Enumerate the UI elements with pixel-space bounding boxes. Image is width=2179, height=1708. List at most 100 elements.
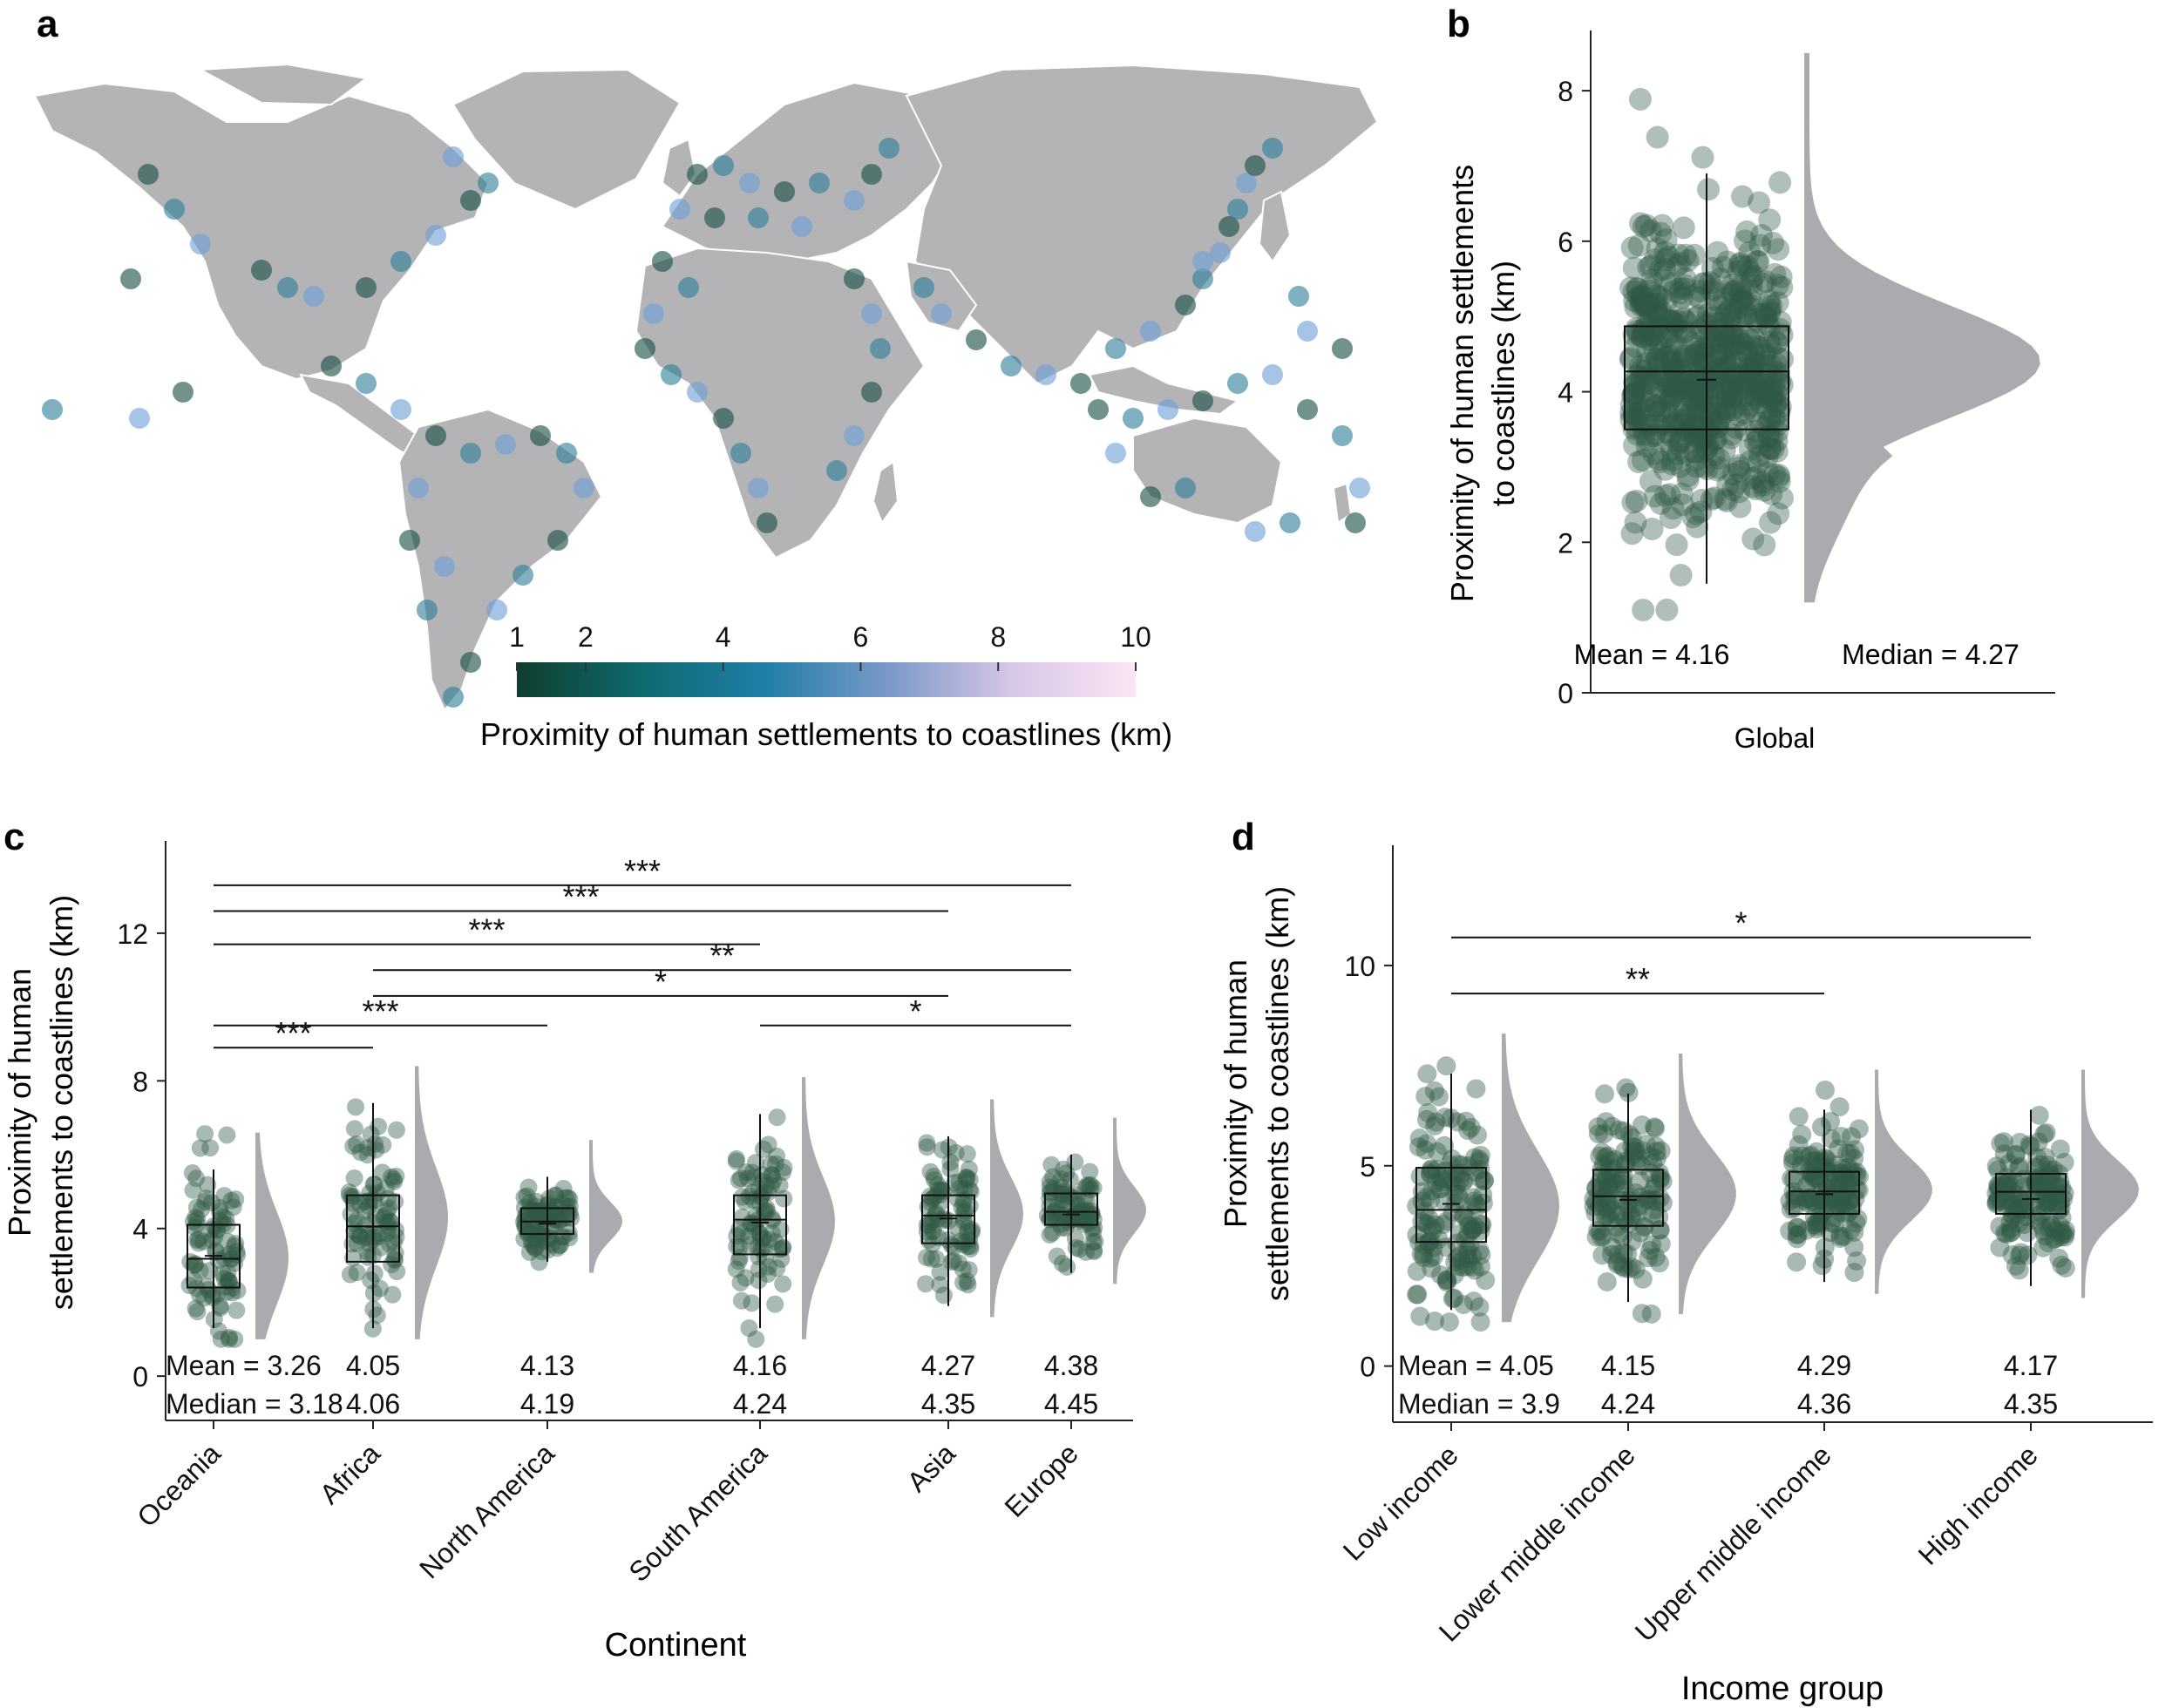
data-point [1470,1159,1490,1179]
data-point [1748,234,1772,257]
data-point [770,1176,789,1194]
mean-value-label: 4.38 [1044,1350,1098,1381]
data-point [1426,1215,1446,1235]
data-point [358,1243,377,1261]
data-point [370,1224,389,1243]
data-point [1662,372,1686,396]
data-point [1768,317,1792,341]
data-point [950,1254,968,1272]
data-point [1804,1168,1824,1188]
data-point [1842,1127,1862,1147]
data-point [1657,246,1680,269]
data-point [1427,1142,1447,1162]
data-point [1076,1190,1094,1208]
data-point [1642,442,1666,465]
data-point [1599,1176,1619,1196]
data-point [1623,383,1646,406]
data-point [1622,280,1646,303]
data-point [1630,1223,1650,1243]
settlement-point [120,268,141,289]
panel-c-letter: c [3,816,24,858]
settlement-point [635,338,655,359]
settlement-point [486,600,507,620]
data-point [1626,319,1649,342]
data-point [1760,295,1783,318]
data-point [1463,1219,1483,1239]
data-point [1721,398,1745,422]
data-point [1042,1183,1060,1201]
panel-b-median-label: Median = 4.27 [1842,639,2019,670]
data-point [1649,356,1673,380]
data-point [526,1238,545,1257]
settlement-point [390,251,411,272]
data-point [1646,1247,1666,1267]
data-point [1742,328,1766,351]
data-point [1659,506,1682,530]
data-point [1738,363,1762,386]
data-point [540,1190,559,1208]
data-point [1670,363,1694,386]
data-point [1685,455,1708,478]
data-point [963,1221,981,1239]
data-point [1732,290,1755,314]
data-point [363,1319,382,1338]
settlement-point [1218,216,1239,237]
settlement-point [356,373,377,394]
data-point [1429,1230,1449,1250]
data-point [1720,426,1743,450]
data-point [1737,292,1761,315]
data-point [925,1167,943,1185]
data-point [1594,1084,1614,1104]
data-point [1708,406,1732,430]
data-point [1987,1191,2007,1211]
data-point [1847,1180,1867,1200]
data-point [225,1237,243,1256]
data-point [1633,390,1657,413]
data-point [1804,1207,1824,1227]
data-point [958,1169,976,1187]
data-point [1700,405,1723,429]
data-point [522,1232,540,1250]
data-point [2055,1257,2075,1278]
data-point [1701,306,1725,329]
data-point [1427,1160,1447,1180]
data-point [1685,340,1708,363]
data-point [197,1278,215,1296]
data-point [1847,1250,1867,1271]
data-point [2011,1189,2031,1209]
settlement-point [661,364,682,385]
data-point [1708,342,1732,366]
data-point [1650,369,1673,393]
data-point [733,1188,751,1206]
data-point [1646,125,1669,149]
significance-stars: *** [362,993,398,1029]
data-point [1720,323,1743,347]
x-tick-label: South America [622,1437,773,1588]
data-point [1755,305,1778,329]
data-point [1626,285,1650,308]
data-point [1620,384,1644,408]
data-point [546,1197,565,1216]
data-point [1650,1188,1670,1208]
data-point [1608,1244,1628,1264]
data-point [1991,1134,2011,1154]
data-point [1597,1205,1617,1225]
data-point [1994,1144,2014,1164]
data-point [1766,420,1789,444]
data-point [1068,1204,1086,1223]
median-value-label: 4.24 [733,1388,787,1420]
data-point [1423,1237,1443,1257]
data-point [1623,434,1646,458]
settlement-point [757,512,777,533]
data-point [1596,1112,1616,1132]
britain-landmass [661,138,697,198]
data-point [1670,371,1694,395]
data-point [1796,1189,1816,1209]
data-point [520,1223,539,1241]
data-point [1768,369,1792,393]
data-point [372,1238,390,1257]
data-point [1631,449,1654,472]
data-point [1424,1081,1444,1101]
data-point [750,1180,768,1198]
data-point [925,1222,943,1240]
